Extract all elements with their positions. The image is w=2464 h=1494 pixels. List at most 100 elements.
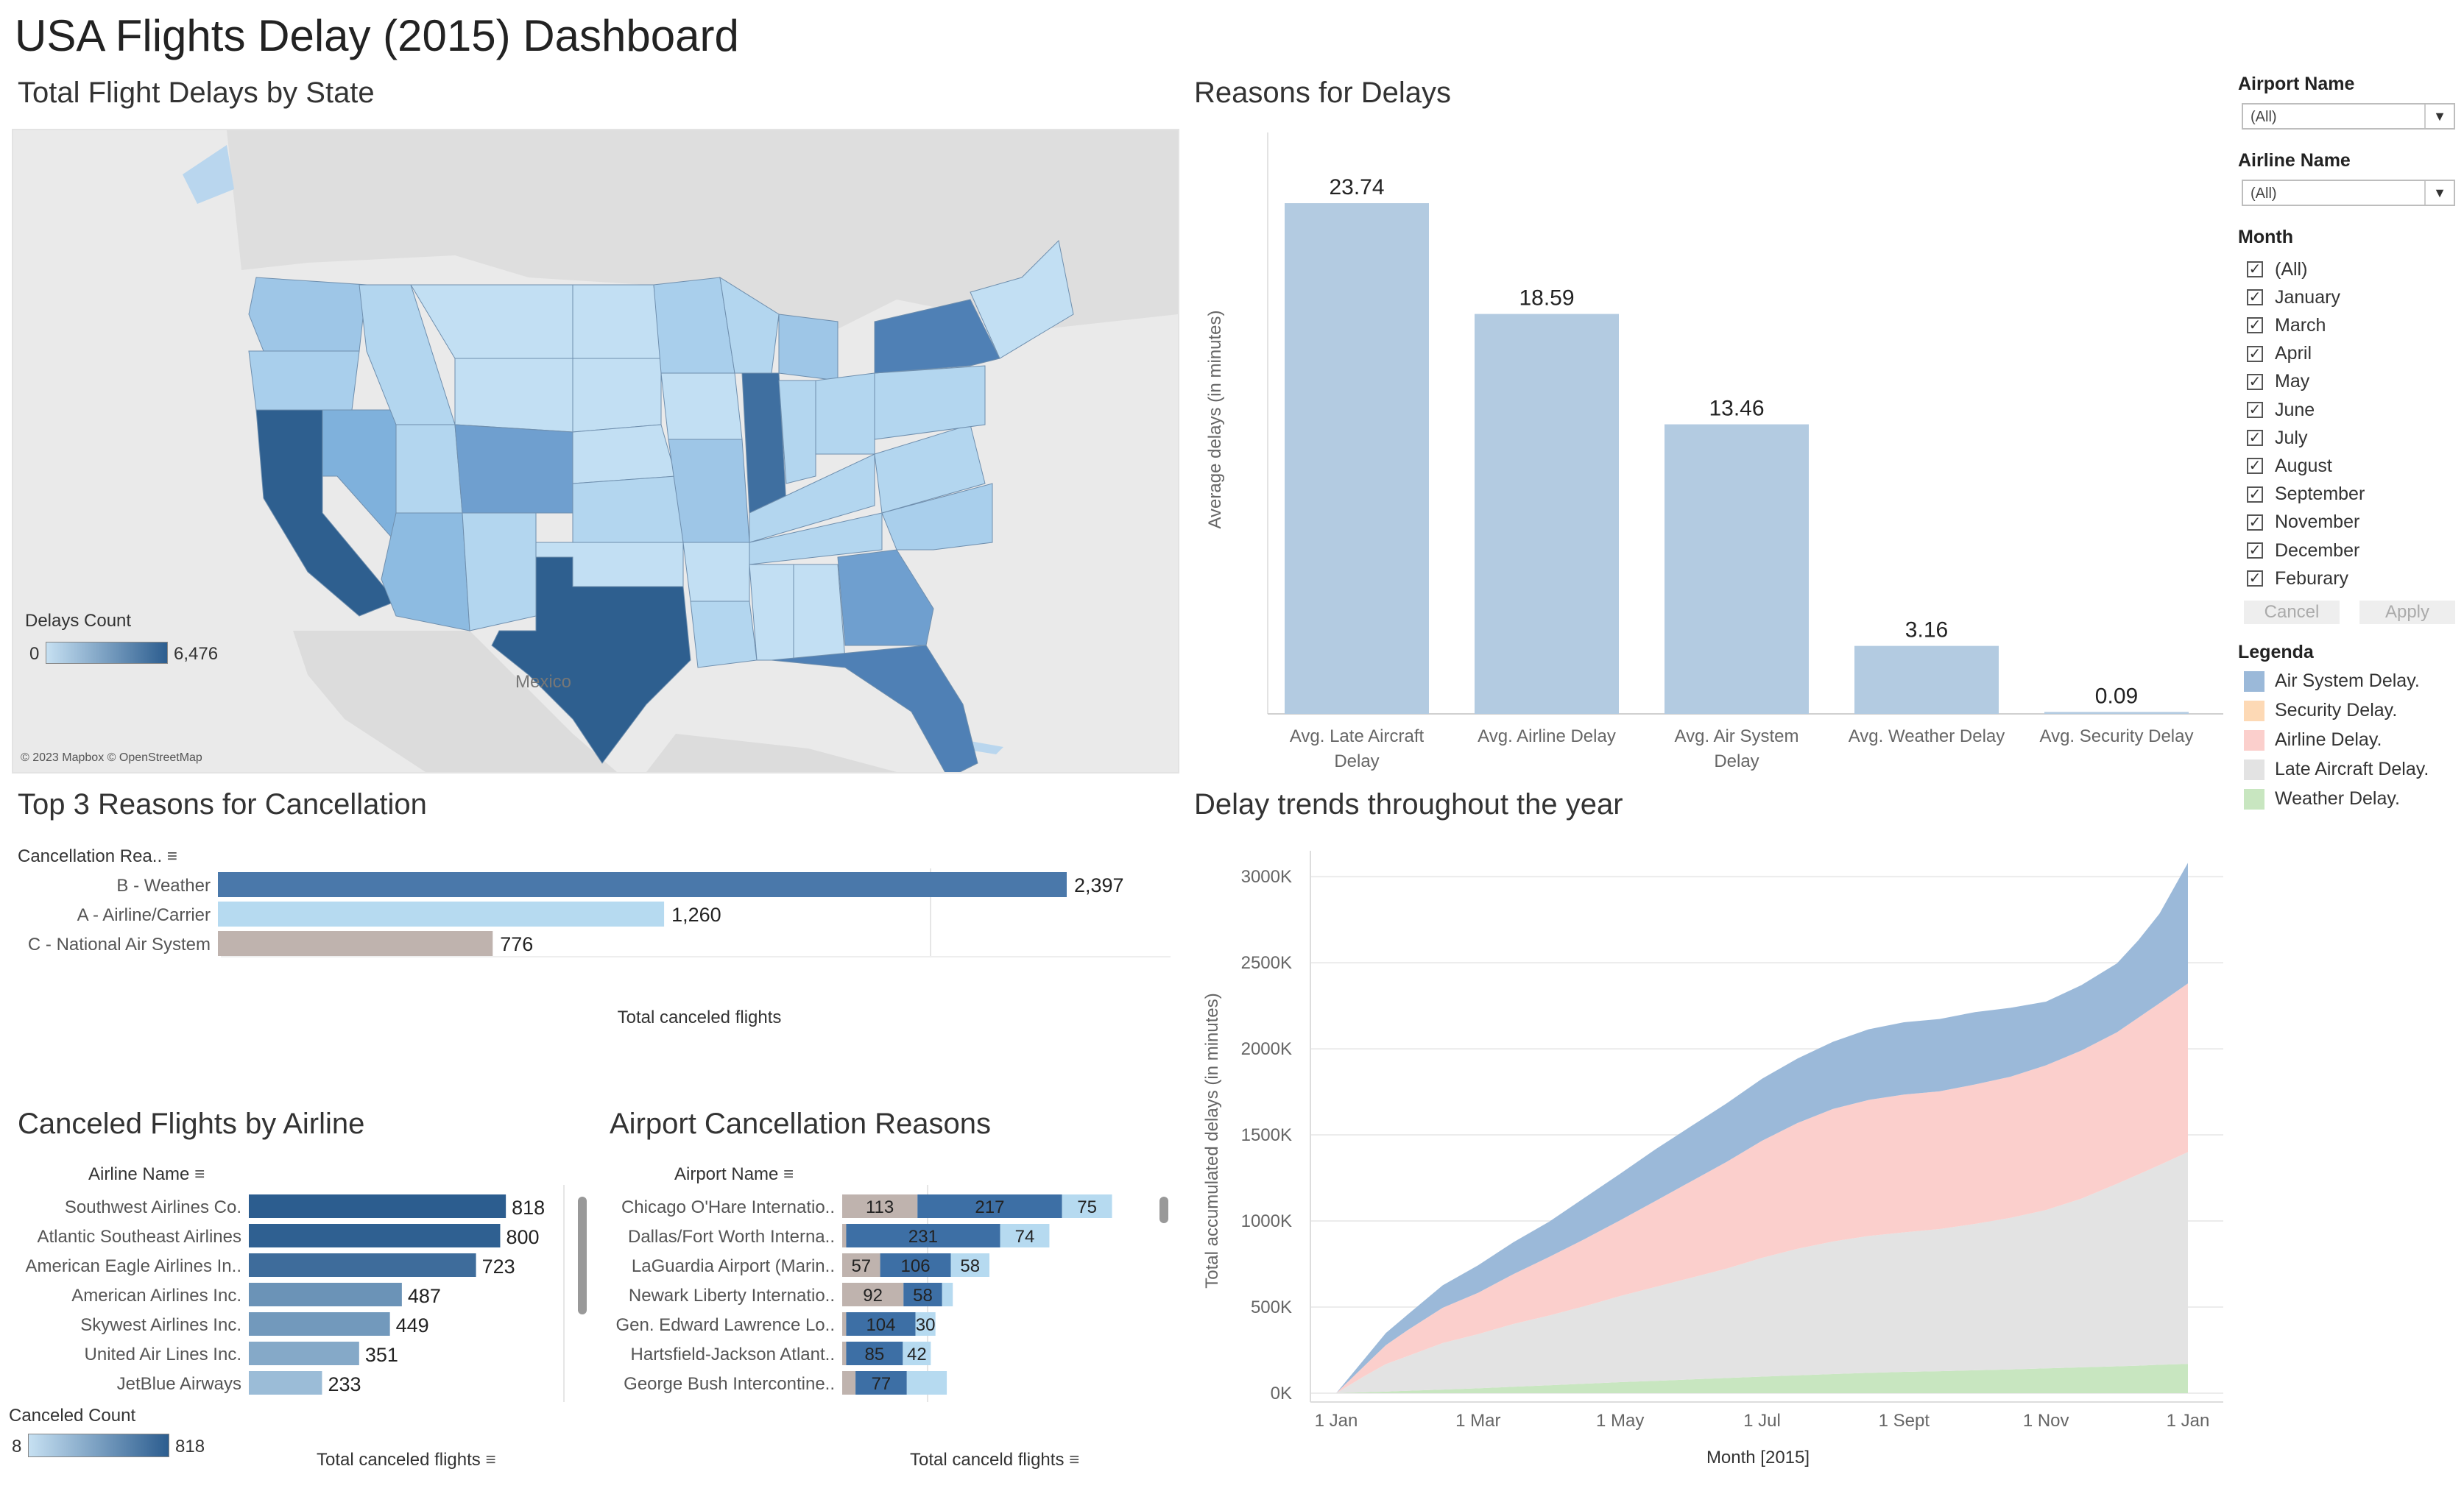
checkbox-checked-icon[interactable]: ✓ [2247, 373, 2263, 390]
state-delay-map[interactable] [12, 129, 1179, 773]
airport-bar-segment[interactable] [903, 1283, 942, 1306]
month-option[interactable]: ✓ July [2247, 426, 2307, 450]
state-new-mexico[interactable] [462, 512, 537, 631]
state-ohio[interactable] [815, 372, 875, 455]
airport-bar-segment[interactable] [846, 1224, 1000, 1247]
airport-bar-segment[interactable] [906, 1371, 947, 1395]
state-utah[interactable] [395, 424, 463, 514]
state-georgia[interactable] [837, 549, 934, 646]
state-nebraska[interactable] [572, 424, 677, 484]
month-option[interactable]: ✓ January [2247, 286, 2340, 309]
airport-bar-segment[interactable] [915, 1312, 936, 1336]
state-north-dakota[interactable] [572, 284, 662, 359]
state-indiana[interactable] [778, 380, 816, 484]
cancel-bar[interactable] [218, 902, 665, 927]
state-virginia[interactable] [874, 424, 986, 514]
checkbox-checked-icon[interactable]: ✓ [2247, 261, 2263, 277]
airport-bar-segment[interactable] [842, 1371, 856, 1395]
airport-bar-segment[interactable] [846, 1312, 916, 1336]
checkbox-checked-icon[interactable]: ✓ [2247, 458, 2263, 475]
state-oregon[interactable] [248, 350, 360, 411]
airline-bar[interactable] [249, 1371, 322, 1395]
legenda-item[interactable]: Security Delay. [2244, 700, 2397, 721]
state-alabama[interactable] [793, 564, 846, 661]
reasons-bar[interactable] [1665, 424, 1809, 714]
state-kansas[interactable] [572, 475, 684, 543]
month-option[interactable]: ✓ Feburary [2247, 567, 2348, 590]
state-pennsylvania[interactable] [874, 365, 986, 440]
month-cancel-button[interactable]: Cancel [2244, 601, 2340, 624]
airport-bar-segment[interactable] [842, 1312, 847, 1336]
state-tennessee[interactable] [749, 512, 883, 565]
state-washington[interactable] [248, 277, 367, 352]
trend-area-series[interactable] [1336, 1152, 2188, 1393]
trend-area-series[interactable] [1336, 983, 2188, 1393]
sort-icon[interactable]: ≡ [485, 1450, 496, 1470]
airline-bar[interactable] [249, 1283, 402, 1306]
checkbox-checked-icon[interactable]: ✓ [2247, 289, 2263, 306]
legenda-item[interactable]: Late Aircraft Delay. [2244, 759, 2429, 780]
airport-filter-dropdown[interactable]: (All) ▼ [2242, 103, 2455, 130]
checkbox-checked-icon[interactable]: ✓ [2247, 486, 2263, 503]
month-apply-button[interactable]: Apply [2359, 601, 2455, 624]
checkbox-checked-icon[interactable]: ✓ [2247, 542, 2263, 559]
checkbox-checked-icon[interactable]: ✓ [2247, 570, 2263, 587]
month-option[interactable]: ✓ March [2247, 314, 2326, 337]
checkbox-checked-icon[interactable]: ✓ [2247, 317, 2263, 334]
airport-bar-segment[interactable] [942, 1283, 953, 1306]
state-new-england[interactable] [970, 239, 1074, 359]
trend-area-series[interactable] [1336, 1364, 2188, 1393]
airport-bar-segment[interactable] [1062, 1194, 1112, 1218]
state-michigan[interactable] [778, 314, 839, 381]
cancel-bar[interactable] [218, 931, 493, 956]
state-mississippi[interactable] [749, 564, 794, 661]
legenda-item[interactable]: Air System Delay. [2244, 670, 2420, 692]
sort-icon[interactable]: ≡ [166, 846, 177, 866]
airport-bar-segment[interactable] [1000, 1224, 1050, 1247]
airport-bar-segment[interactable] [917, 1194, 1062, 1218]
state-new-york[interactable] [874, 299, 1000, 374]
airport-bar-segment[interactable] [842, 1224, 847, 1247]
state-florida[interactable] [771, 645, 978, 772]
state-louisiana[interactable] [690, 601, 758, 668]
airline-bar[interactable] [249, 1224, 501, 1247]
legenda-item[interactable]: Weather Delay. [2244, 788, 2400, 810]
airport-bar-segment[interactable] [880, 1253, 951, 1277]
checkbox-checked-icon[interactable]: ✓ [2247, 430, 2263, 447]
airport-bar-segment[interactable] [903, 1342, 931, 1365]
state-texas[interactable] [491, 556, 691, 764]
checkbox-checked-icon[interactable]: ✓ [2247, 402, 2263, 418]
state-iowa[interactable] [660, 372, 743, 440]
month-option[interactable]: ✓ April [2247, 342, 2312, 366]
checkbox-checked-icon[interactable]: ✓ [2247, 345, 2263, 362]
month-option[interactable]: ✓ May [2247, 370, 2309, 394]
state-arizona[interactable] [381, 512, 470, 631]
reasons-bar[interactable] [2044, 712, 2189, 714]
airline-scrollbar[interactable] [578, 1197, 587, 1314]
airport-bar-segment[interactable] [842, 1194, 918, 1218]
checkbox-checked-icon[interactable]: ✓ [2247, 514, 2263, 531]
airport-bar-segment[interactable] [842, 1253, 880, 1277]
airline-bar[interactable] [249, 1312, 390, 1336]
month-option[interactable]: ✓ September [2247, 483, 2365, 506]
trend-area-series[interactable] [1336, 863, 2188, 1393]
month-option[interactable]: ✓ (All) [2247, 258, 2307, 281]
airport-bar-segment[interactable] [842, 1283, 904, 1306]
airport-bar-segment[interactable] [842, 1342, 847, 1365]
airline-bar[interactable] [249, 1194, 506, 1218]
state-nevada[interactable] [322, 409, 397, 544]
state-carolinas[interactable] [881, 483, 993, 550]
cancel-bar[interactable] [218, 872, 1067, 897]
reasons-bar[interactable] [1854, 645, 1999, 714]
reasons-bar[interactable] [1285, 203, 1429, 714]
state-south-dakota[interactable] [572, 358, 662, 433]
airport-scrollbar[interactable] [1159, 1197, 1168, 1223]
sort-icon[interactable]: ≡ [783, 1164, 794, 1184]
chevron-down-icon[interactable]: ▼ [2424, 105, 2454, 128]
month-option[interactable]: ✓ November [2247, 511, 2359, 534]
sort-icon[interactable]: ≡ [194, 1164, 205, 1184]
state-colorado[interactable] [454, 424, 573, 514]
state-wyoming[interactable] [454, 358, 573, 433]
state-kentucky[interactable] [749, 453, 875, 543]
airline-bar[interactable] [249, 1253, 476, 1277]
